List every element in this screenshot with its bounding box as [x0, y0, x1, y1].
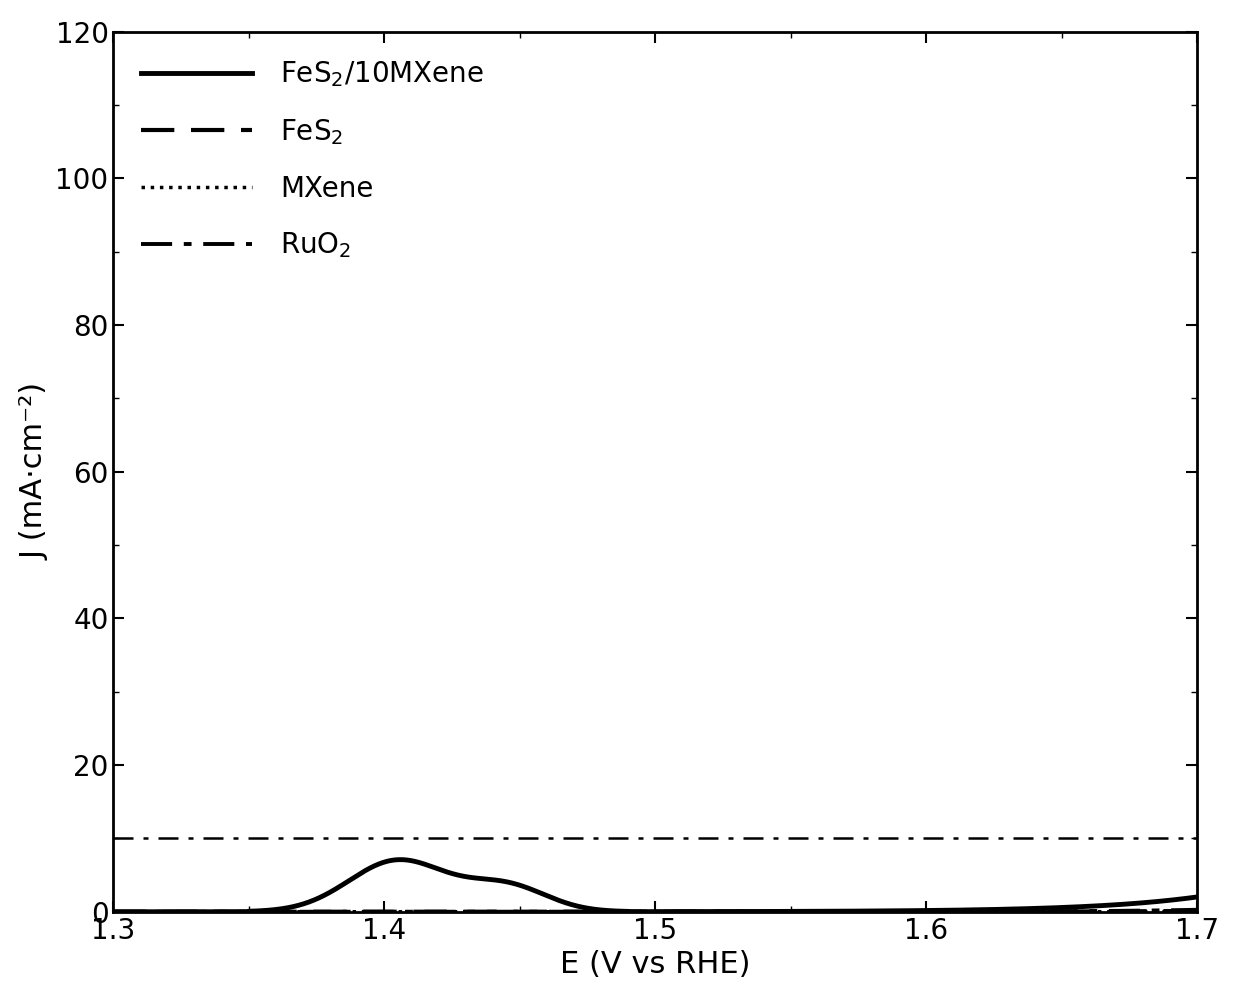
FeS$_2$/10MXene [303, 896, 317, 908]
Line: FeS$_2$/10MXene: FeS$_2$/10MXene [113, 860, 1197, 912]
MXene [756, 906, 771, 918]
MXene [105, 906, 120, 918]
FeS$_2$ [520, 906, 534, 918]
FeS$_2$ [303, 906, 317, 918]
MXene [520, 906, 534, 918]
FeS$_2$/10MXene [393, 854, 408, 866]
FeS$_2$ [756, 906, 771, 918]
RuO$_2$ [520, 906, 534, 918]
X-axis label: E (V vs RHE): E (V vs RHE) [560, 950, 750, 979]
RuO$_2$ [105, 906, 120, 918]
RuO$_2$ [1189, 904, 1204, 916]
MXene [811, 906, 826, 918]
MXene [915, 906, 930, 918]
MXene [997, 906, 1012, 918]
Legend: FeS$_2$/10MXene, FeS$_2$, MXene, RuO$_2$: FeS$_2$/10MXene, FeS$_2$, MXene, RuO$_2$ [128, 46, 497, 274]
RuO$_2$ [756, 906, 771, 918]
Y-axis label: J (mA·cm⁻²): J (mA·cm⁻²) [21, 383, 50, 560]
FeS$_2$/10MXene [811, 905, 826, 917]
RuO$_2$ [303, 906, 317, 918]
FeS$_2$ [915, 906, 930, 918]
FeS$_2$/10MXene [915, 905, 930, 917]
FeS$_2$/10MXene [997, 903, 1012, 915]
RuO$_2$ [811, 906, 826, 918]
FeS$_2$ [1189, 905, 1204, 917]
FeS$_2$ [811, 906, 826, 918]
FeS$_2$/10MXene [521, 882, 536, 894]
MXene [1189, 906, 1204, 918]
RuO$_2$ [915, 906, 930, 918]
RuO$_2$ [997, 905, 1012, 917]
FeS$_2$ [105, 906, 120, 918]
FeS$_2$ [997, 906, 1012, 918]
MXene [303, 906, 317, 918]
FeS$_2$/10MXene [1189, 891, 1204, 903]
Line: RuO$_2$: RuO$_2$ [113, 910, 1197, 912]
FeS$_2$/10MXene [105, 906, 120, 918]
FeS$_2$/10MXene [756, 905, 771, 917]
